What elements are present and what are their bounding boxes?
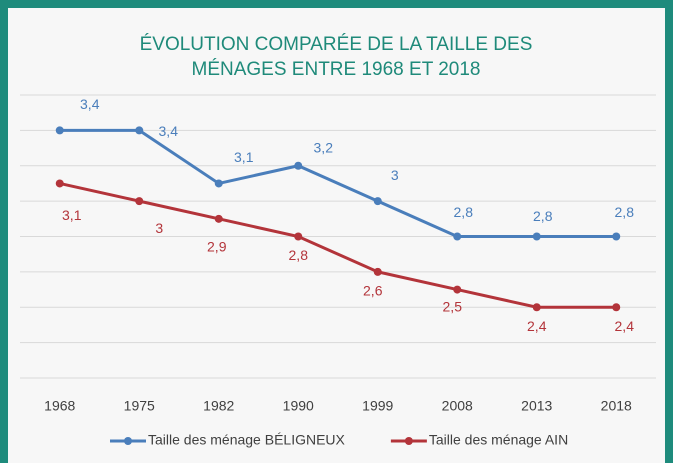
chart-title: ÉVOLUTION COMPARÉE DE LA TAILLE DES (140, 34, 533, 55)
point (294, 161, 303, 170)
x-tick-label: 1999 (362, 398, 393, 414)
point (373, 267, 382, 276)
x-tick-label: 2008 (442, 398, 473, 414)
point (294, 232, 303, 241)
point (453, 285, 462, 294)
legend-label: Taille des ménage BÉLIGNEUX (148, 432, 346, 448)
point (55, 179, 64, 188)
x-tick-label: 2018 (601, 398, 632, 414)
data-label: 3,2 (314, 139, 334, 155)
point (135, 197, 144, 206)
x-tick-label: 1968 (44, 398, 75, 414)
data-label: 2,5 (443, 298, 463, 314)
data-label: 2,9 (207, 239, 227, 255)
point (612, 303, 621, 312)
legend-marker (124, 437, 132, 445)
x-tick-label: 1975 (124, 398, 155, 414)
x-tick-label: 2013 (521, 398, 552, 414)
data-label: 2,6 (363, 283, 383, 299)
series-line (59, 128, 617, 238)
data-label: 3,4 (159, 123, 179, 139)
point (532, 303, 541, 312)
point (135, 126, 144, 135)
legend-marker (404, 437, 413, 445)
data-label: 3,1 (62, 207, 82, 223)
data-label: 3,1 (234, 149, 254, 165)
data-label: 2,8 (533, 208, 553, 224)
data-label: 2,8 (454, 204, 474, 220)
data-label: 3 (391, 167, 399, 183)
series-line (59, 181, 617, 309)
point (532, 232, 541, 241)
data-label: 2,4 (527, 318, 547, 334)
data-label: 3,4 (80, 96, 100, 112)
x-tick-label: 1990 (283, 398, 314, 414)
point (453, 232, 462, 241)
data-label: 2,8 (289, 247, 309, 263)
point (373, 197, 382, 206)
point (214, 179, 223, 188)
point (55, 126, 64, 135)
x-tick-label: 1982 (203, 398, 234, 414)
data-label: 2,8 (615, 204, 635, 220)
point (612, 232, 621, 241)
legend-label: Taille des ménage AIN (429, 432, 568, 448)
point (214, 214, 223, 223)
data-label: 2,4 (615, 318, 635, 334)
data-label: 3 (155, 220, 163, 236)
chart-title: MÉNAGES ENTRE 1968 ET 2018 (192, 59, 481, 80)
